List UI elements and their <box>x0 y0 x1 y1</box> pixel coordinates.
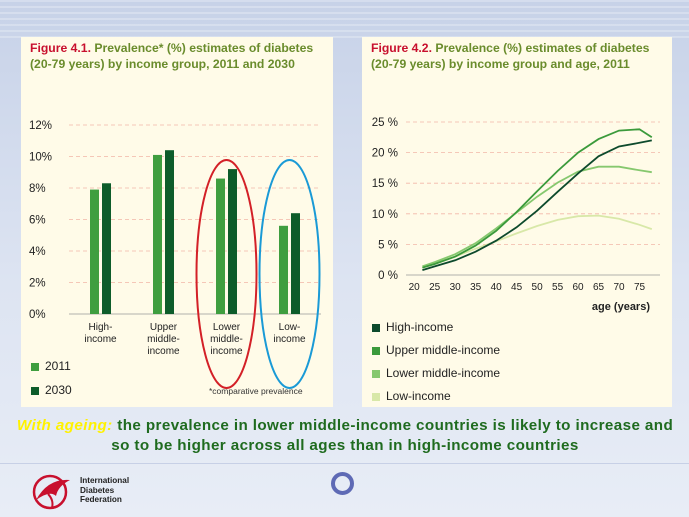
x-category-label-line: Lower <box>213 322 241 333</box>
x-tick-label: 20 <box>409 282 421 293</box>
y-tick-label: 6% <box>29 215 46 227</box>
x-tick-label: 45 <box>511 282 523 293</box>
x-category-label-line: Upper <box>150 322 178 333</box>
legend-label-low-income: Low-income <box>386 389 451 403</box>
bar <box>153 154 162 314</box>
series-line-high-income <box>422 139 652 271</box>
x-tick-label: 60 <box>573 282 585 293</box>
x-category-label-line: income <box>84 334 117 345</box>
x-category-label-line: income <box>147 346 180 357</box>
x-tick-label: 40 <box>491 282 503 293</box>
legend-label-lower-middle-income: Lower middle-income <box>386 366 501 380</box>
series-line-lower-middle-income <box>422 165 652 268</box>
x-category-label-line: Low- <box>279 322 301 333</box>
figure-4-2-number: Figure 4.2. <box>371 41 432 55</box>
legend-label-2030: 2030 <box>45 383 72 397</box>
bar <box>90 189 99 314</box>
y-tick-label: 10 % <box>372 209 398 221</box>
y-tick-label: 4% <box>29 246 46 258</box>
highlight-ellipse <box>258 159 321 389</box>
caption-highlight: With ageing: <box>16 417 113 434</box>
y-tick-label: 5 % <box>378 239 398 251</box>
x-category-label: Upper middle-income <box>147 322 180 357</box>
x-category-label-line: income <box>273 334 306 345</box>
x-tick-label: 35 <box>470 282 482 293</box>
legend-swatch-upper-middle-income <box>372 346 380 355</box>
bar <box>216 178 225 314</box>
figure-4-1-number: Figure 4.1. <box>30 41 91 55</box>
x-tick-label: 25 <box>429 282 441 293</box>
x-category-label-line: middle- <box>210 334 243 345</box>
blue-circle-icon <box>331 472 354 495</box>
line-chart: 0 % 5 % 10 % 15 % 20 % 25 % 20 25 30 35 40 45 50 55 60… <box>372 117 660 313</box>
bar <box>165 150 174 314</box>
x-category-label-line: middle- <box>147 334 180 345</box>
legend-swatch-lower-middle-income <box>372 369 380 378</box>
legend-swatch-2030 <box>31 386 39 395</box>
figure-4-2-panel: Figure 4.2. Prevalence (%) estimates of … <box>362 37 672 407</box>
logo-line-2: Diabetes <box>80 485 115 495</box>
legend-item-2030: 2030 <box>31 383 72 397</box>
y-tick-label: 10% <box>29 152 52 164</box>
legend-label-2011: 2011 <box>45 359 71 373</box>
caption-text: the prevalence in lower middle-income co… <box>111 417 674 454</box>
footer-divider <box>0 463 689 464</box>
figure-4-1-title: Figure 4.1. Prevalence* (%) estimates of… <box>30 40 320 72</box>
idf-logo: International Diabetes Federation <box>28 470 148 512</box>
x-tick-label: 55 <box>552 282 564 293</box>
legend-swatch-2011 <box>31 362 39 371</box>
y-tick-label: 2% <box>29 278 46 290</box>
x-category-label: Low-income <box>273 322 306 345</box>
x-tick-label: 50 <box>532 282 544 293</box>
figure-4-2-title-text: Prevalence (%) estimates of diabetes (20… <box>371 41 650 71</box>
x-axis-title: age (years) <box>592 301 650 313</box>
series-line-upper-middle-income <box>422 128 653 269</box>
bar <box>291 213 300 314</box>
y-tick-label: 25 % <box>372 117 398 129</box>
x-tick-label: 70 <box>613 282 625 293</box>
y-tick-label: 0% <box>29 309 46 321</box>
x-tick-label: 30 <box>450 282 462 293</box>
legend-label-high-income: High-income <box>386 320 454 334</box>
legend-swatch-high-income <box>372 323 380 332</box>
legend-item-upper-middle-income: Upper middle-income <box>372 343 500 357</box>
y-tick-label: 20 % <box>372 148 398 160</box>
legend-label-upper-middle-income: Upper middle-income <box>386 343 501 357</box>
logo-line-1: International <box>80 476 130 485</box>
figure-4-1-panel: Figure 4.1. Prevalence* (%) estimates of… <box>21 37 333 407</box>
slide-caption: With ageing: the prevalence in lower mid… <box>10 416 680 456</box>
x-category-label: Lower middle-income <box>210 322 243 357</box>
bar <box>228 169 237 314</box>
y-tick-label: 8% <box>29 183 46 195</box>
bar <box>102 183 111 314</box>
header-stripes <box>0 0 689 40</box>
comparative-prevalence-note: *comparative prevalence <box>209 386 303 396</box>
legend-item-lower-middle-income: Lower middle-income <box>372 366 500 380</box>
logo-line-3: Federation <box>80 495 122 504</box>
x-category-label: High-income <box>84 322 117 345</box>
y-tick-label: 12% <box>29 120 52 132</box>
figure-4-1-title-text: Prevalence* (%) estimates of diabetes (2… <box>30 41 314 71</box>
legend-item-low-income: Low-income <box>372 389 451 403</box>
legend-swatch-low-income <box>372 392 380 401</box>
y-tick-label: 15 % <box>372 178 398 190</box>
y-tick-label: 0 % <box>378 270 398 282</box>
legend-item-high-income: High-income <box>372 320 453 334</box>
idf-logo-text: International Diabetes Federation <box>80 476 129 505</box>
x-tick-label: 75 <box>634 282 646 293</box>
x-tick-label: 65 <box>593 282 605 293</box>
highlight-ellipse <box>195 159 258 389</box>
legend-item-2011: 2011 <box>31 359 71 373</box>
x-category-label-line: High- <box>89 322 113 333</box>
figure-4-2-title: Figure 4.2. Prevalence (%) estimates of … <box>371 40 661 72</box>
x-category-label-line: income <box>210 346 243 357</box>
bar <box>279 225 288 314</box>
idf-bird-icon <box>32 474 70 510</box>
